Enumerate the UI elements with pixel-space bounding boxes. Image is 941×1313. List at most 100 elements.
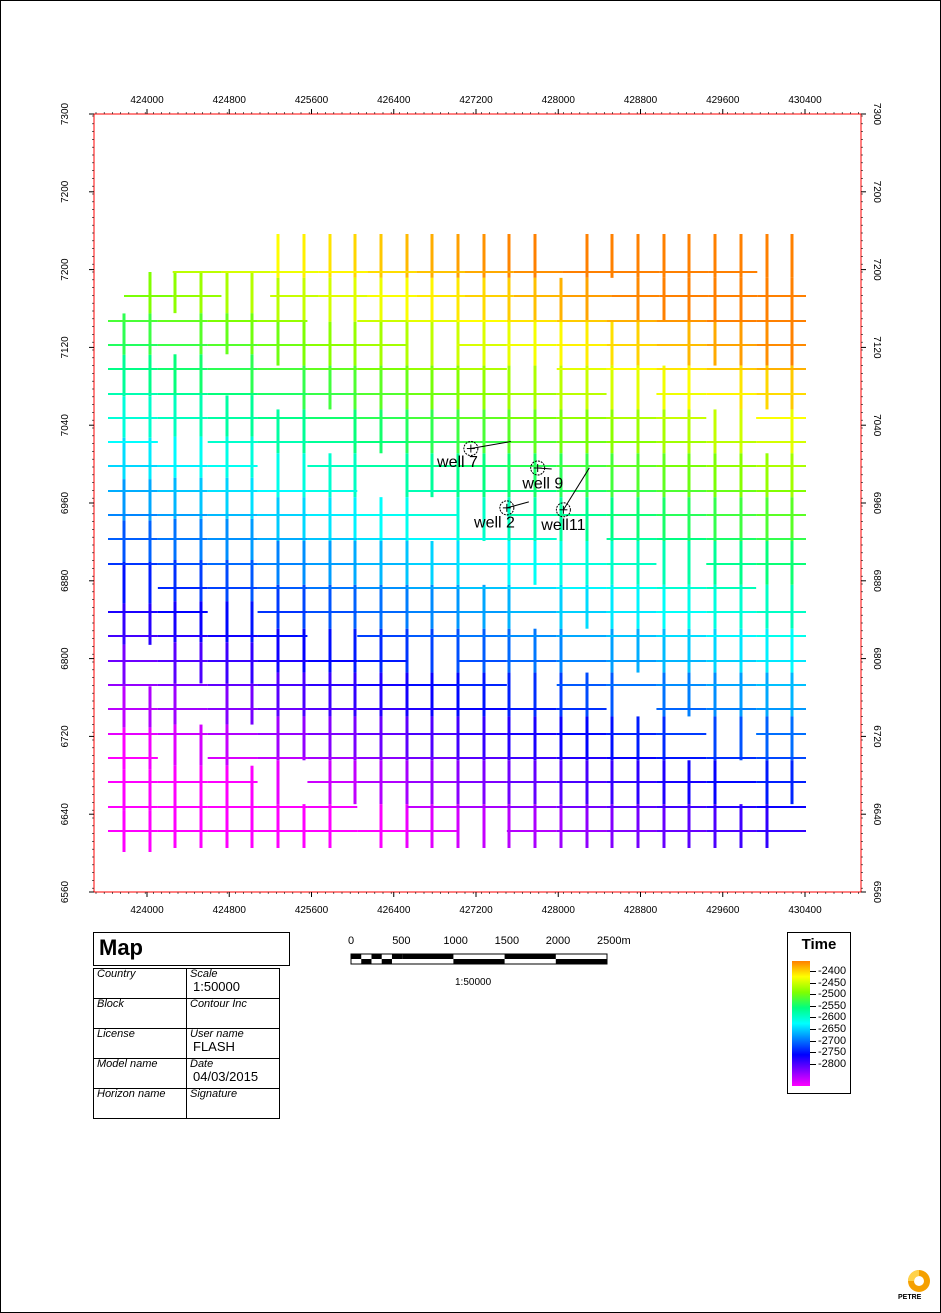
map-frame: [93, 113, 862, 893]
well-label: well11: [540, 517, 585, 534]
info-cell: User name FLASH: [186, 1028, 280, 1059]
well-marker-icon: [555, 502, 571, 518]
scale-bar-label: 2000: [545, 935, 571, 947]
legend-label: -2800: [818, 1057, 847, 1070]
scale-bar-label: 1500: [494, 935, 520, 947]
legend-label: -2400: [818, 965, 847, 977]
y-tick-label-left: 7120: [60, 336, 71, 359]
well-trajectory: [506, 501, 529, 509]
scale-bar-segment: [504, 954, 556, 959]
scale-bar-label: 0: [348, 935, 355, 947]
y-tick-label-left: 6560: [60, 880, 71, 903]
info-cell: Signature: [186, 1088, 280, 1119]
well-trajectory: [537, 467, 552, 470]
x-tick-label-top: 426400: [377, 95, 411, 106]
y-tick-label-right: 6960: [871, 492, 882, 515]
info-cell-value: FLASH: [193, 1039, 235, 1054]
x-tick-label-top: 424000: [130, 95, 164, 106]
legend-label: -2700: [818, 1034, 847, 1047]
y-tick-label-left: 6880: [60, 569, 71, 592]
info-cell-label: Date: [190, 1058, 214, 1070]
info-cell-label: Signature: [190, 1088, 238, 1100]
x-tick-label-bottom: 427200: [459, 905, 493, 916]
logo-text: PETRE: [898, 1294, 922, 1301]
info-cell-label: Block: [97, 998, 124, 1010]
map-title: Map: [99, 935, 143, 960]
well-trajectory: [562, 467, 590, 511]
scale-bar: 0 500 1000 1500 2000 2500m 1:50000: [340, 935, 640, 995]
scale-bar-ratio: 1:50000: [455, 977, 492, 988]
y-tick-label-right: 6720: [871, 725, 882, 748]
seismic-line-grid: [108, 234, 806, 852]
y-tick-label-right: 6640: [871, 803, 882, 826]
info-cell: Block: [93, 998, 187, 1029]
scale-bar-segment: [453, 959, 505, 964]
info-cell: License: [93, 1028, 187, 1059]
well-label: well 9: [521, 475, 563, 492]
x-tick-label-bottom: 430400: [788, 905, 822, 916]
well-label: well 2: [473, 514, 515, 531]
legend-label: -2550: [818, 999, 847, 1012]
info-cell-label: Scale: [190, 968, 218, 980]
legend-label: -2600: [818, 1011, 847, 1024]
info-cell-label: User name: [190, 1028, 244, 1040]
info-cell: Horizon name: [93, 1088, 187, 1119]
x-tick-label-bottom: 428000: [542, 905, 576, 916]
x-tick-label-top: 428800: [624, 95, 658, 106]
petrel-logo-icon: [908, 1270, 930, 1292]
well-trajectory: [470, 441, 511, 450]
legend-color-bar: [792, 961, 810, 1086]
y-tick-label-left: 7200: [60, 180, 71, 203]
y-tick-label-right: 7120: [871, 336, 882, 359]
y-tick-label-right: 7300: [871, 103, 882, 126]
legend-label: -2750: [818, 1046, 847, 1059]
y-tick-label-left: 6800: [60, 647, 71, 670]
x-tick-label-bottom: 424800: [213, 905, 247, 916]
legend-label: -2500: [818, 988, 847, 1001]
y-tick-label-right: 6800: [871, 647, 882, 670]
y-tick-label-left: 7200: [60, 258, 71, 281]
info-cell: Country: [93, 968, 187, 999]
y-tick-label-left: 7300: [60, 102, 71, 125]
y-tick-label-right: 6880: [871, 570, 882, 593]
x-tick-label-bottom: 425600: [295, 905, 329, 916]
y-tick-label-right: 7200: [871, 258, 882, 281]
well-marker-icon: [463, 441, 479, 457]
well-marker-icon: [499, 500, 515, 516]
y-tick-label-right: 7040: [871, 414, 882, 437]
scale-bar-segment: [555, 959, 607, 964]
wells: well 7 well 9 well 2 well11: [436, 441, 590, 534]
scale-bar-segment: [402, 954, 454, 959]
well-label: well 7: [436, 454, 478, 471]
map-title-box: Map: [93, 932, 290, 966]
axis-ticks: 424000 424000 424800 424800 425600 425600 4264…: [60, 95, 882, 916]
x-tick-label-top: 430400: [788, 95, 822, 106]
x-tick-label-top: 424800: [213, 95, 247, 106]
legend-label: -2650: [818, 1023, 847, 1035]
x-tick-label-top: 428000: [542, 95, 576, 106]
info-cell-value: 04/03/2015: [193, 1069, 259, 1084]
info-cell-label: Country: [97, 968, 136, 980]
info-cell: Model name: [93, 1058, 187, 1089]
info-cell-label: Model name: [97, 1058, 158, 1070]
scale-bar-label: 500: [392, 935, 411, 947]
x-tick-label-top: 425600: [295, 95, 329, 106]
y-tick-label-left: 6960: [60, 491, 71, 514]
legend-label: -2450: [818, 976, 847, 989]
x-tick-label-top: 429600: [706, 95, 740, 106]
y-tick-label-right: 6560: [871, 881, 882, 904]
info-table: Country Scale 1:50000 Block Contour Inc Licen…: [93, 968, 280, 1119]
y-tick-label-left: 6640: [60, 803, 71, 826]
x-tick-label-top: 427200: [459, 95, 493, 106]
y-tick-label-left: 6720: [60, 725, 71, 748]
x-tick-label-bottom: 428800: [624, 905, 658, 916]
info-cell: Contour Inc: [186, 998, 280, 1029]
info-cell-label: Horizon name: [97, 1088, 166, 1100]
scale-bar-label: 1000: [443, 935, 468, 947]
info-cell-label: Contour Inc: [190, 998, 247, 1010]
legend-title: Time: [801, 936, 837, 953]
info-cell-value: 1:50000: [193, 979, 240, 994]
x-tick-label-bottom: 426400: [377, 905, 411, 916]
scale-bar-label: 2500m: [597, 935, 631, 947]
